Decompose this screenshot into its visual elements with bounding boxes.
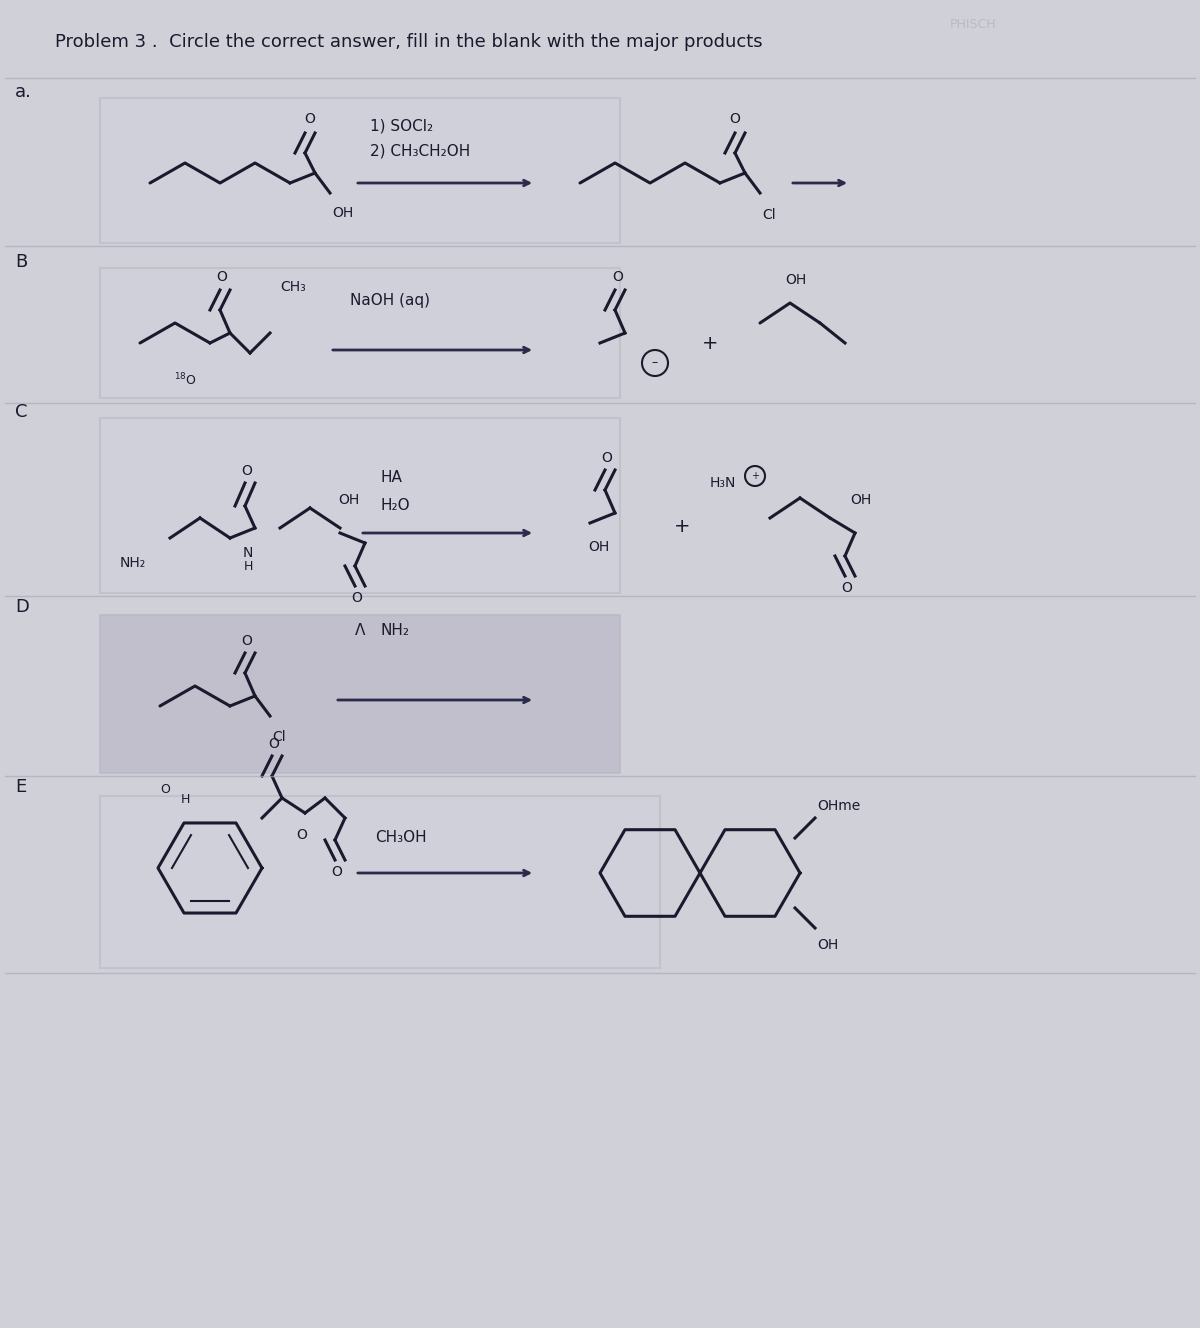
Text: +: + [702,333,719,352]
Text: OHme: OHme [817,799,860,813]
Text: OH: OH [588,540,610,554]
Text: B: B [14,254,28,271]
Text: +: + [751,471,760,481]
Text: NH₂: NH₂ [120,556,146,570]
Text: O: O [296,827,307,842]
Text: E: E [14,778,26,795]
Text: OH: OH [817,938,839,952]
Text: O: O [305,112,316,126]
Bar [100,418,620,594]
Text: O: O [269,737,280,752]
Text: O: O [352,591,362,606]
Text: NH₂: NH₂ [380,623,409,637]
Text: OH: OH [338,493,359,507]
Text: Cl: Cl [762,208,775,222]
Text: Λ: Λ [355,623,365,637]
Text: O: O [331,865,342,879]
Bar [100,615,620,773]
Text: O: O [216,270,228,284]
Text: H: H [180,793,190,806]
Text: OH: OH [850,493,871,507]
Text: +: + [673,517,690,535]
Text: O: O [612,270,624,284]
Text: –: – [652,356,658,369]
Text: O: O [160,784,170,795]
Text: a.: a. [14,84,32,101]
Text: $^{18}$O: $^{18}$O [174,372,197,389]
Text: CH₃: CH₃ [280,280,306,293]
Bar [100,795,660,968]
Text: O: O [730,112,740,126]
Text: OH: OH [785,274,806,287]
Text: H: H [244,560,253,572]
Text: Cl: Cl [272,730,286,744]
Text: OH: OH [332,206,353,220]
Text: PHISCH: PHISCH [950,19,997,31]
Text: O: O [241,463,252,478]
Text: HA: HA [380,470,402,485]
Text: N: N [242,546,253,560]
Text: Problem 3 .  Circle the correct answer, fill in the blank with the major product: Problem 3 . Circle the correct answer, f… [55,33,763,50]
Bar [100,268,620,398]
Text: D: D [14,598,29,616]
Bar [100,98,620,243]
Text: C: C [14,402,28,421]
Text: O: O [241,633,252,648]
Text: O: O [841,582,852,595]
Text: O: O [601,452,612,465]
Text: 1) SOCl₂: 1) SOCl₂ [370,118,433,133]
Text: CH₃OH: CH₃OH [374,830,427,845]
Text: H₃N: H₃N [710,475,737,490]
Text: H₂O: H₂O [380,498,409,513]
Text: NaOH (aq): NaOH (aq) [350,293,430,308]
Text: 2) CH₃CH₂OH: 2) CH₃CH₂OH [370,143,470,158]
